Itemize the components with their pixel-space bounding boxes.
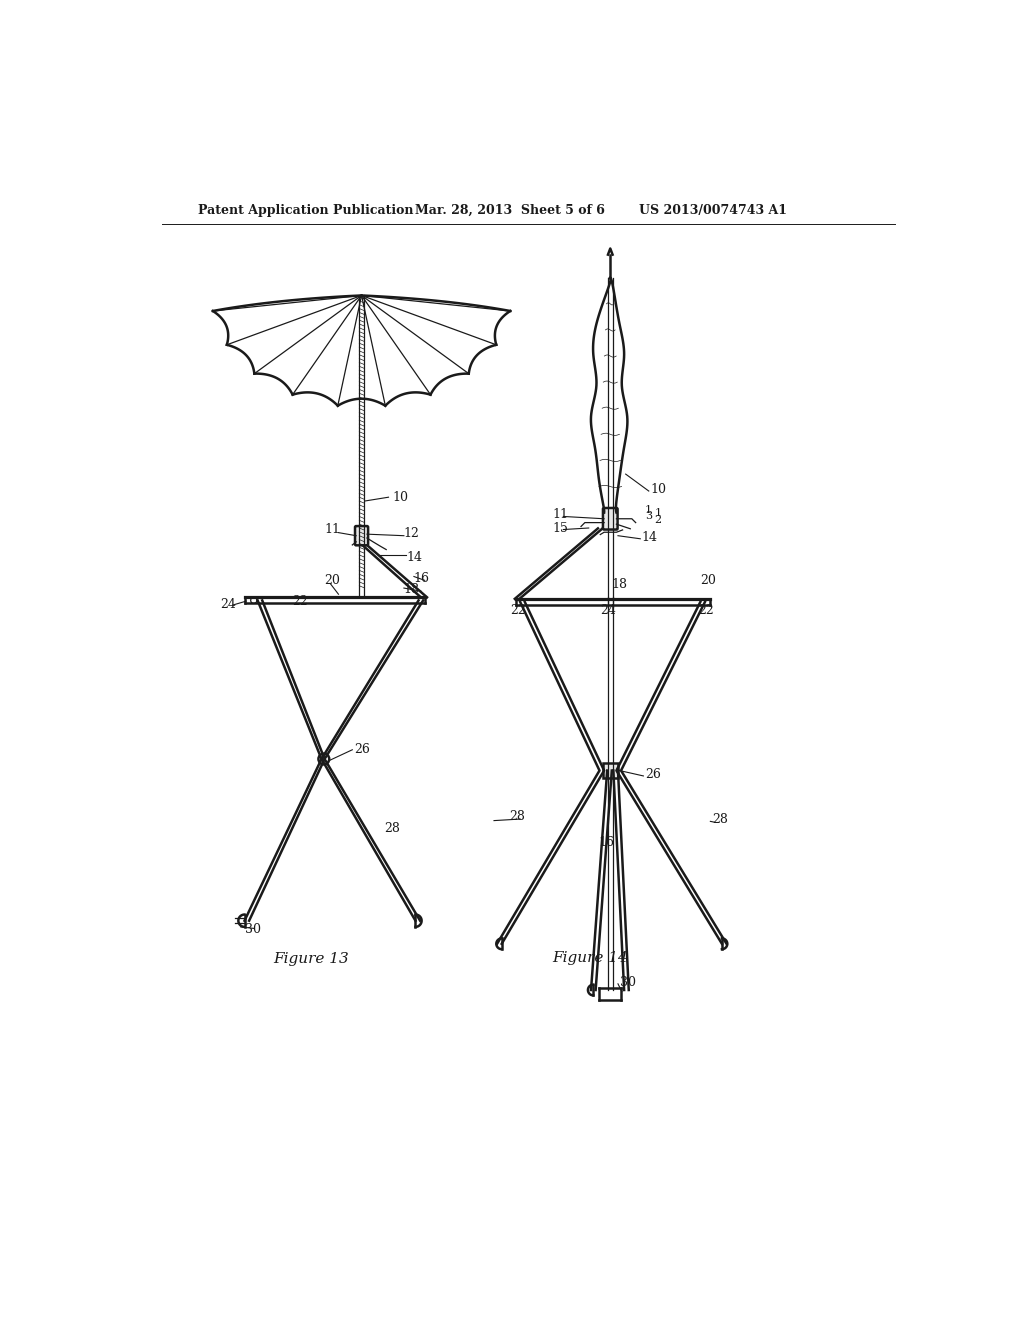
Text: 26: 26 — [645, 768, 660, 781]
Text: 1: 1 — [654, 508, 662, 517]
Text: 11: 11 — [553, 508, 568, 520]
Circle shape — [318, 754, 330, 764]
Text: 15: 15 — [553, 521, 568, 535]
Text: 10: 10 — [392, 491, 409, 504]
Circle shape — [251, 597, 257, 603]
Text: 14: 14 — [642, 531, 657, 544]
Text: 12: 12 — [403, 527, 420, 540]
Text: 28: 28 — [509, 810, 525, 824]
FancyBboxPatch shape — [603, 508, 617, 529]
Text: 24: 24 — [600, 603, 616, 616]
Text: 3: 3 — [645, 511, 652, 521]
Text: US 2013/0074743 A1: US 2013/0074743 A1 — [639, 205, 786, 218]
Text: 2: 2 — [654, 515, 662, 525]
Text: 10: 10 — [650, 483, 667, 496]
Text: 24: 24 — [220, 598, 236, 611]
Text: 14: 14 — [407, 550, 422, 564]
Text: Figure 13: Figure 13 — [273, 952, 349, 966]
Text: 16: 16 — [414, 572, 430, 585]
Text: 30: 30 — [620, 975, 636, 989]
Text: Patent Application Publication: Patent Application Publication — [199, 205, 414, 218]
Text: 11: 11 — [325, 523, 341, 536]
FancyBboxPatch shape — [355, 527, 368, 545]
Text: 20: 20 — [700, 574, 716, 587]
Text: 20: 20 — [325, 574, 340, 587]
Text: 18: 18 — [611, 578, 628, 591]
Text: 30: 30 — [245, 924, 260, 936]
Text: 16: 16 — [599, 836, 614, 849]
Text: 18: 18 — [403, 583, 420, 597]
Text: 22: 22 — [510, 603, 526, 616]
Text: 22: 22 — [698, 603, 714, 616]
Text: Figure 14: Figure 14 — [553, 950, 629, 965]
Text: 1: 1 — [645, 504, 652, 515]
Text: 28: 28 — [385, 822, 400, 834]
Text: 28: 28 — [712, 813, 728, 825]
FancyBboxPatch shape — [602, 763, 617, 779]
Text: Mar. 28, 2013  Sheet 5 of 6: Mar. 28, 2013 Sheet 5 of 6 — [416, 205, 605, 218]
Text: 22: 22 — [292, 594, 308, 607]
Text: 26: 26 — [354, 743, 370, 756]
